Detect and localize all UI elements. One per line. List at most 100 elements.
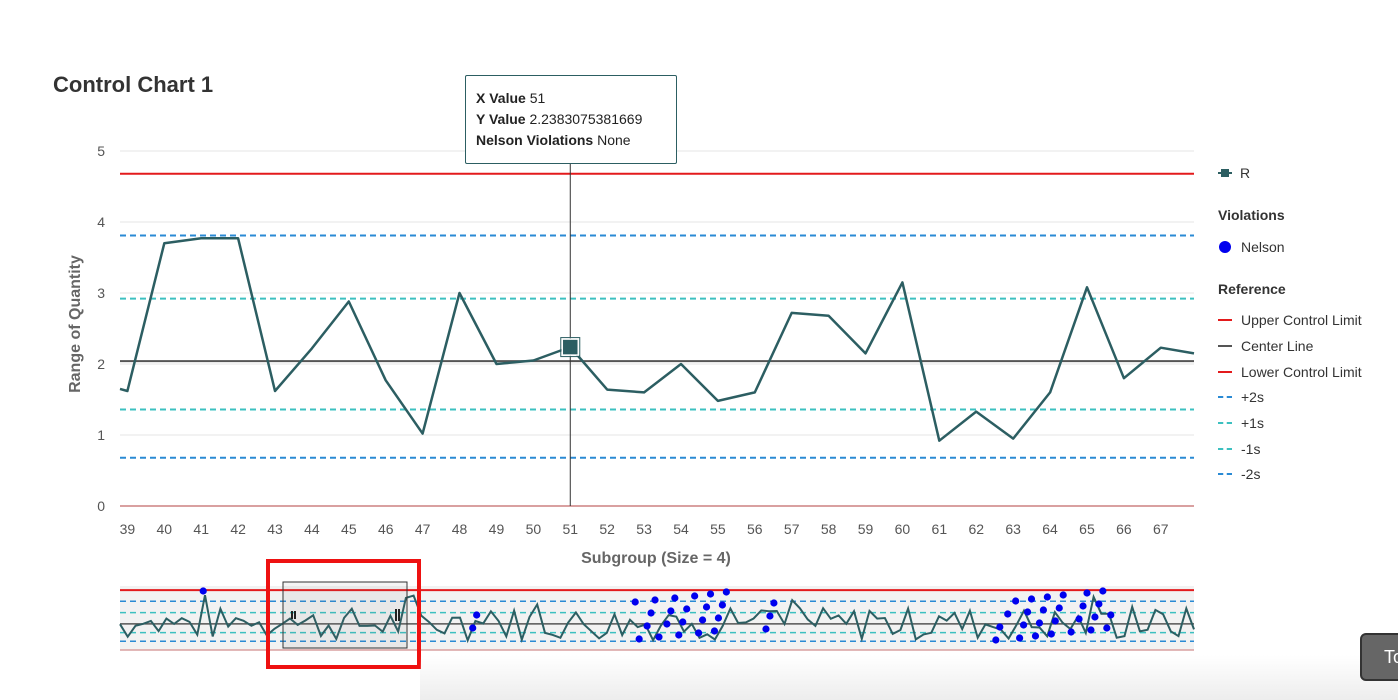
navigator-nelson-dot <box>996 623 1004 631</box>
navigator-nelson-dot <box>469 624 477 632</box>
navigator-series <box>119 593 1195 644</box>
navigator-nelson-dot <box>1019 621 1028 629</box>
plus1s-swatch-icon <box>1218 422 1232 424</box>
legend-item-center[interactable]: Center Line <box>1218 338 1313 354</box>
navigator-nelson-dot <box>1016 634 1024 642</box>
navigator-nelson-dot <box>199 587 207 595</box>
navigator-window <box>282 581 408 649</box>
navigator-nelson-dot <box>647 609 655 617</box>
x-tick-label: 59 <box>858 521 874 537</box>
x-tick-label: 40 <box>156 521 172 537</box>
navigator-nelson-dot <box>1039 606 1048 614</box>
x-tick-label: 44 <box>304 521 320 537</box>
highlighted-point[interactable] <box>560 337 581 358</box>
legend-item-nelson[interactable]: Nelson <box>1218 239 1285 255</box>
tooltip-y-label: Y Value <box>476 111 526 127</box>
y-tick-label: 1 <box>97 427 105 443</box>
navigator-nelson-dot <box>667 607 675 615</box>
legend-item-lcl[interactable]: Lower Control Limit <box>1218 364 1362 380</box>
navigator-nelson-dot <box>710 627 719 635</box>
series-swatch-icon <box>1218 169 1232 177</box>
highlight-marker-outline <box>560 337 581 358</box>
highlight-marker <box>561 338 580 356</box>
y-axis-ticks: 0 1 2 3 4 5 <box>97 143 105 514</box>
navigator-nelson-dot <box>1027 595 1036 603</box>
navigator-nelson-dot <box>663 620 671 628</box>
tooltip-violations-value: None <box>597 132 631 148</box>
navigator[interactable] <box>119 581 1195 651</box>
legend-item-minus2s[interactable]: -2s <box>1218 466 1260 482</box>
navigator-nelson-dot <box>702 603 711 611</box>
lcl-swatch-icon <box>1218 371 1232 373</box>
navigator-nelson-dot <box>1079 602 1087 610</box>
navigator-nelson-dot <box>1099 587 1107 595</box>
legend-item-plus2s[interactable]: +2s <box>1218 389 1264 405</box>
legend-reference-title: Reference <box>1218 281 1286 297</box>
legend-item-minus1s[interactable]: -1s <box>1218 441 1260 457</box>
navigator-highlight-box <box>266 559 421 669</box>
legend-item-plus1s[interactable]: +1s <box>1218 415 1264 431</box>
ucl-swatch-icon <box>1218 319 1232 321</box>
series-r[interactable] <box>119 237 1195 442</box>
y-tick-label: 3 <box>97 285 105 301</box>
x-tick-label: 62 <box>968 521 984 537</box>
tooltip-y-value: 2.2383075381669 <box>529 111 643 127</box>
x-tick-label: 46 <box>378 521 394 537</box>
y-tick-label: 2 <box>97 356 105 372</box>
navigator-nelson-dot <box>1091 613 1099 621</box>
x-tick-label: 53 <box>636 521 652 537</box>
y-axis-title: Range of Quantity <box>67 255 84 393</box>
navigator-nelson-dot <box>473 611 481 619</box>
navigator-background <box>120 586 1194 650</box>
tooltip-x-value: 51 <box>529 90 546 106</box>
navigator-nelson-dot <box>1083 589 1091 597</box>
x-tick-label: 42 <box>230 521 246 537</box>
navigator-nelson-dot <box>1095 600 1103 608</box>
x-tick-label: 52 <box>599 521 615 537</box>
x-tick-label: 50 <box>526 521 542 537</box>
x-tick-label: 55 <box>710 521 726 537</box>
corner-button[interactable]: To <box>1360 633 1398 681</box>
x-tick-label: 64 <box>1042 521 1058 537</box>
y-tick-label: 0 <box>97 498 105 514</box>
navigator-nelson-dot <box>643 622 651 630</box>
navigator-nelson-dot <box>722 588 730 596</box>
navigator-nelson-dot <box>683 605 691 613</box>
tooltip-violations-label: Nelson Violations <box>476 132 594 148</box>
tooltip: X Value 51 Y Value 2.2383075381669 Nelso… <box>465 75 677 164</box>
navigator-nelson-dot <box>1059 591 1067 599</box>
center-swatch-icon <box>1218 345 1232 347</box>
minus1s-swatch-icon <box>1218 448 1232 450</box>
navigator-nelson-dot <box>1035 619 1044 627</box>
navigator-nelson-dot <box>1055 604 1063 612</box>
navigator-nelson-dot <box>671 594 679 602</box>
navigator-nelson-dot <box>1103 624 1111 632</box>
x-tick-label: 60 <box>895 521 911 537</box>
navigator-nelson-dot <box>698 616 707 624</box>
x-tick-label: 45 <box>341 521 357 537</box>
navigator-nelson-dot <box>679 618 687 626</box>
navigator-nelson-dot <box>714 614 723 622</box>
navigator-nelson-dot <box>992 636 1000 644</box>
navigator-nelson-dot <box>1043 593 1051 601</box>
navigator-nelson-dot <box>691 592 699 600</box>
x-tick-label: 54 <box>673 521 689 537</box>
navigator-nelson-dot <box>635 635 643 643</box>
navigator-nelson-dot <box>1051 617 1059 625</box>
navigator-nelson-dot <box>675 631 683 639</box>
legend-item-ucl[interactable]: Upper Control Limit <box>1218 312 1362 328</box>
navigator-nelson-dot <box>770 599 778 607</box>
navigator-nelson-dot <box>706 590 715 598</box>
x-axis-title: Subgroup (Size = 4) <box>581 550 731 567</box>
x-axis-ticks: 39 40 41 42 43 44 45 46 47 48 49 50 51 52 53 54 55 56 57 58… <box>120 521 1169 537</box>
navigator-nelson-dot <box>1067 628 1075 636</box>
x-tick-label: 66 <box>1116 521 1132 537</box>
legend-item-r[interactable]: R <box>1218 165 1250 181</box>
minus2s-swatch-icon <box>1218 473 1232 475</box>
x-tick-label: 65 <box>1079 521 1095 537</box>
grid <box>120 150 1194 507</box>
nelson-dot-icon <box>1219 241 1231 253</box>
navigator-nelson-dot <box>1107 611 1115 619</box>
navigator-nelson-dot <box>762 625 770 633</box>
